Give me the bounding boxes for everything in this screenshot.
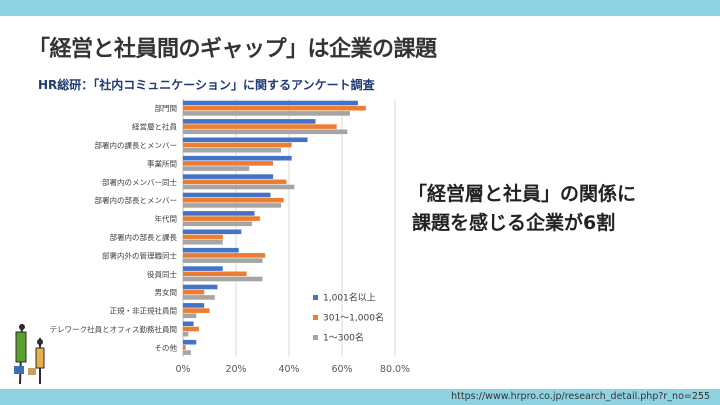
x-tick-label: 80.0% — [380, 364, 410, 375]
bar — [183, 221, 252, 227]
bar — [183, 266, 223, 271]
category-label: 正規・非正規社員間 — [110, 306, 178, 316]
bar — [183, 179, 287, 185]
bar — [183, 192, 271, 198]
category-label: 事業所間 — [147, 158, 177, 168]
bar — [183, 276, 263, 282]
category-label: その他 — [155, 342, 178, 352]
bar — [183, 289, 205, 295]
legend-swatch — [313, 335, 318, 340]
bar — [183, 253, 266, 258]
x-tick-label: 20% — [225, 364, 246, 375]
category-label: 部署内の課長とメンバー — [95, 140, 178, 150]
category-label: 部署内の部長と課長 — [110, 232, 178, 242]
source-url[interactable]: https://www.hrpro.co.jp/research_detail.… — [451, 391, 710, 402]
bar — [183, 184, 295, 190]
bar — [183, 339, 197, 345]
x-tick-label: 60% — [331, 364, 352, 375]
legend-swatch — [313, 295, 318, 300]
callout-text: 「経営層と社員」の関係に 課題を感じる企業が6割 — [408, 180, 636, 238]
category-label: 部署内の部長とメンバー — [95, 195, 178, 205]
legend-label: 301～1,000名 — [323, 312, 384, 324]
callout-line-2: 課題を感じる企業が6割 — [412, 212, 616, 234]
legend-label: 1～300名 — [323, 332, 364, 344]
category-label: テレワーク社員とオフィス勤務社員間 — [50, 324, 177, 334]
category-label: 経営層と社員 — [132, 122, 177, 132]
bar — [183, 100, 358, 106]
bar — [183, 303, 205, 308]
bar — [183, 247, 239, 253]
category-label: 年代間 — [155, 214, 178, 224]
bar — [183, 211, 255, 216]
stick-figure-illustration — [14, 323, 45, 385]
bar — [183, 313, 197, 319]
bar — [183, 119, 316, 124]
legend-swatch — [313, 315, 318, 320]
top-band — [0, 0, 720, 16]
bar — [183, 284, 218, 290]
x-tick-label: 40% — [278, 364, 299, 375]
bar — [183, 147, 282, 153]
slide-title: 「経営と社員間のギャップ」は企業の課題 — [28, 37, 437, 62]
bar — [183, 271, 247, 277]
bar — [183, 203, 282, 208]
bar — [183, 161, 274, 166]
category-label: 男女間 — [155, 287, 178, 297]
bar — [183, 111, 350, 116]
bar — [183, 174, 274, 179]
bar — [183, 142, 292, 148]
category-label: 部門間 — [155, 103, 178, 113]
bar — [183, 229, 242, 235]
bar — [183, 295, 215, 300]
bar — [183, 129, 348, 135]
bar — [183, 321, 194, 327]
bar — [183, 308, 210, 313]
bar — [183, 166, 250, 171]
category-label: 部署内外の管理職同士 — [102, 250, 177, 260]
callout-line-1: 「経営層と社員」の関係に — [408, 183, 637, 205]
bar — [183, 155, 292, 161]
bottom-band — [0, 389, 720, 405]
legend-label: 1,001名以上 — [323, 292, 376, 304]
bar — [183, 197, 284, 203]
bar — [183, 124, 337, 129]
slide-subtitle: HR総研：「社内コミュニケーション」に関するアンケート調査 — [38, 78, 375, 92]
category-label: 部署内のメンバー同士 — [102, 177, 177, 187]
category-label: 役員同士 — [147, 269, 177, 279]
bar — [183, 105, 366, 111]
bar — [183, 331, 189, 337]
bar — [183, 234, 223, 240]
bar — [183, 137, 308, 143]
bar — [183, 326, 199, 332]
bar — [183, 350, 191, 355]
x-tick-label: 0% — [175, 364, 190, 375]
bar — [183, 239, 223, 245]
bar — [183, 345, 186, 350]
bar — [183, 258, 263, 263]
bar — [183, 216, 260, 221]
